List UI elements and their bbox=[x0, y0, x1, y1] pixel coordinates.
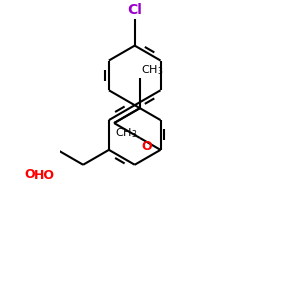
Text: Cl: Cl bbox=[127, 3, 142, 17]
Text: HO: HO bbox=[34, 169, 55, 182]
Text: CH$_3$: CH$_3$ bbox=[115, 126, 137, 140]
Text: CH$_3$: CH$_3$ bbox=[141, 63, 164, 77]
Text: O: O bbox=[141, 140, 152, 152]
Text: O: O bbox=[25, 168, 35, 181]
